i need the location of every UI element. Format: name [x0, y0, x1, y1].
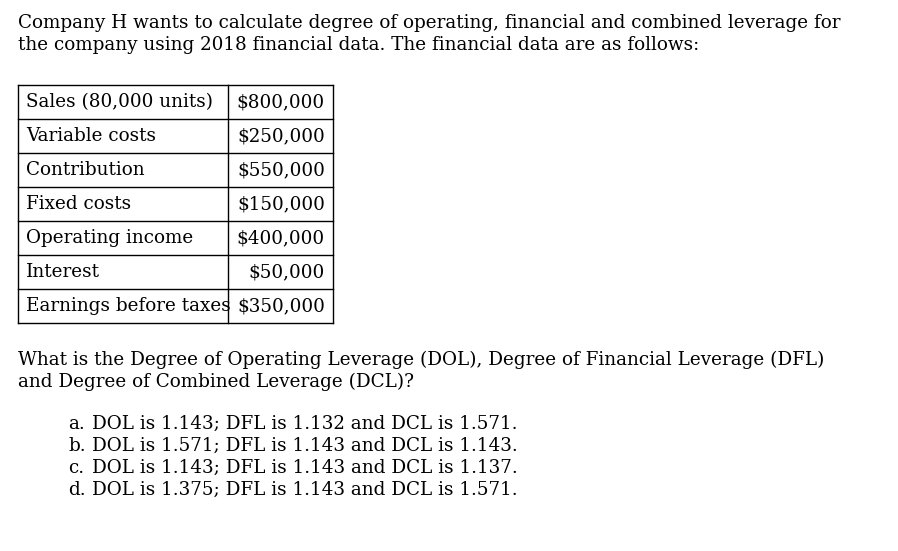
Text: Fixed costs: Fixed costs [26, 195, 131, 213]
Text: $400,000: $400,000 [237, 229, 325, 247]
Text: $250,000: $250,000 [237, 127, 325, 145]
Text: What is the Degree of Operating Leverage (DOL), Degree of Financial Leverage (DF: What is the Degree of Operating Leverage… [18, 351, 824, 369]
Text: Earnings before taxes: Earnings before taxes [26, 297, 231, 315]
Text: b.: b. [68, 437, 85, 455]
Text: a.: a. [68, 415, 84, 433]
Text: d.: d. [68, 481, 85, 499]
Text: $150,000: $150,000 [237, 195, 325, 213]
Text: $350,000: $350,000 [237, 297, 325, 315]
Text: Contribution: Contribution [26, 161, 145, 179]
Text: DOL is 1.143; DFL is 1.143 and DCL is 1.137.: DOL is 1.143; DFL is 1.143 and DCL is 1.… [92, 459, 518, 477]
Text: the company using 2018 financial data. The financial data are as follows:: the company using 2018 financial data. T… [18, 36, 700, 54]
Text: DOL is 1.143; DFL is 1.132 and DCL is 1.571.: DOL is 1.143; DFL is 1.132 and DCL is 1.… [92, 415, 517, 433]
Text: $50,000: $50,000 [249, 263, 325, 281]
Text: and Degree of Combined Leverage (DCL)?: and Degree of Combined Leverage (DCL)? [18, 373, 414, 391]
Text: Interest: Interest [26, 263, 100, 281]
Text: $800,000: $800,000 [237, 93, 325, 111]
Text: $550,000: $550,000 [237, 161, 325, 179]
Text: Operating income: Operating income [26, 229, 193, 247]
Text: DOL is 1.571; DFL is 1.143 and DCL is 1.143.: DOL is 1.571; DFL is 1.143 and DCL is 1.… [92, 437, 518, 455]
Text: Sales (80,000 units): Sales (80,000 units) [26, 93, 213, 111]
Text: Variable costs: Variable costs [26, 127, 156, 145]
Text: DOL is 1.375; DFL is 1.143 and DCL is 1.571.: DOL is 1.375; DFL is 1.143 and DCL is 1.… [92, 481, 517, 499]
Text: Company H wants to calculate degree of operating, financial and combined leverag: Company H wants to calculate degree of o… [18, 14, 841, 32]
Text: c.: c. [68, 459, 84, 477]
